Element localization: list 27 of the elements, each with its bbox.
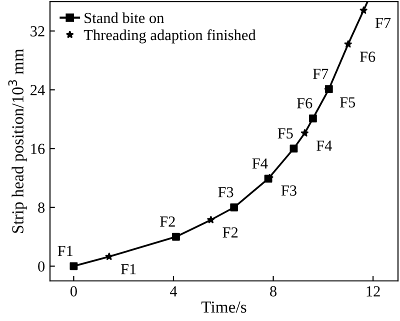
annotation: F7 (312, 68, 328, 79)
annotation: F1 (58, 246, 73, 256)
x-tick-label: 12 (366, 286, 380, 296)
annotation: F5 (340, 97, 356, 108)
annotation: F3 (281, 185, 296, 196)
y-tick-label: 24 (30, 84, 45, 96)
annotation: F2 (222, 227, 238, 238)
y-axis-title: Strip head position/10$^{3}$ mm (8, 48, 27, 233)
x-tick-label: 4 (170, 286, 178, 296)
x-tick-label: 8 (270, 286, 277, 296)
annotation: F6 (296, 98, 312, 108)
y-tick-label: 32 (30, 26, 44, 36)
annotation: F7 (375, 18, 391, 28)
legend-label: Threading adaption finished (84, 29, 256, 44)
x-tick-label: 0 (70, 286, 77, 296)
annotation: F6 (360, 52, 376, 62)
y-tick-label: 16 (31, 144, 45, 154)
annotation: F4 (316, 140, 332, 151)
annotation: F5 (278, 128, 293, 139)
annotation: F1 (120, 264, 136, 274)
annotation: F2 (160, 216, 175, 227)
annotation: F3 (218, 187, 234, 198)
y-tick-label: 8 (38, 202, 45, 213)
legend-label: Stand bite on (84, 12, 164, 24)
x-axis-title: Time/s (201, 302, 246, 313)
y-tick-label: 0 (38, 261, 45, 272)
annotation: F4 (252, 158, 268, 169)
